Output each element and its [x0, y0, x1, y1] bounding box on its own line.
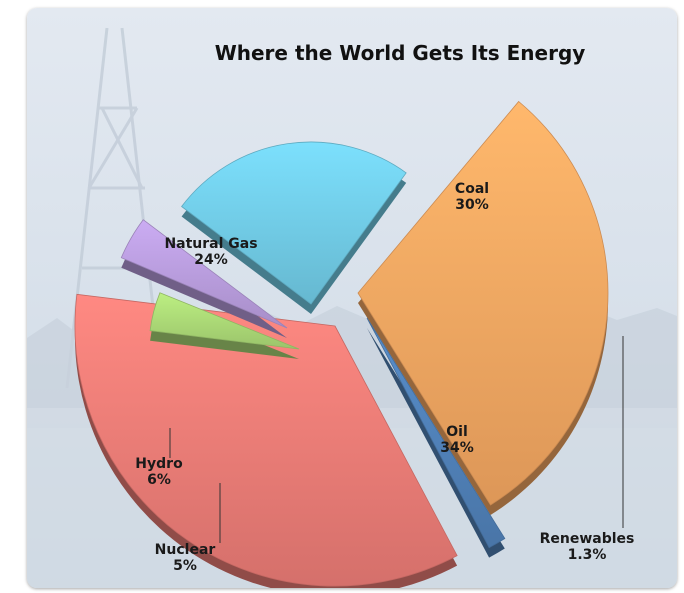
- slice-coal-top: [357, 100, 609, 506]
- slice-value-natural-gas: 24%: [194, 252, 228, 268]
- slice-value-nuclear: 5%: [173, 558, 197, 574]
- slice-label-hydro: Hydro: [135, 456, 183, 472]
- slice-nuclear: [149, 292, 300, 359]
- slice-hydro: [120, 219, 288, 338]
- slice-natural-gas-top: [181, 141, 407, 305]
- slice-hydro-top: [120, 219, 288, 329]
- slice-value-hydro: 6%: [147, 472, 171, 488]
- slice-label-oil: Oil: [446, 424, 468, 440]
- slice-renewables-top: [366, 317, 506, 549]
- slice-value-oil: 34%: [440, 440, 474, 456]
- chart-card: Where the World Gets Its Energy Coal 30% R…: [27, 8, 677, 588]
- slice-value-coal: 30%: [455, 197, 489, 213]
- slice-oil-top: [74, 293, 458, 587]
- slice-label-renewables: Renewables: [540, 531, 635, 547]
- slice-renewables: [366, 317, 506, 558]
- slice-natural-gas: [181, 141, 407, 314]
- slice-label-coal: Coal: [455, 181, 489, 197]
- chart-title: Where the World Gets Its Energy: [215, 41, 586, 65]
- slice-nuclear-top: [149, 292, 300, 350]
- slice-coal: [357, 100, 609, 515]
- slice-oil: [74, 293, 458, 588]
- slice-label-nuclear: Nuclear: [155, 542, 216, 558]
- slice-label-natural-gas: Natural Gas: [164, 236, 257, 252]
- slice-value-renewables: 1.3%: [568, 547, 607, 563]
